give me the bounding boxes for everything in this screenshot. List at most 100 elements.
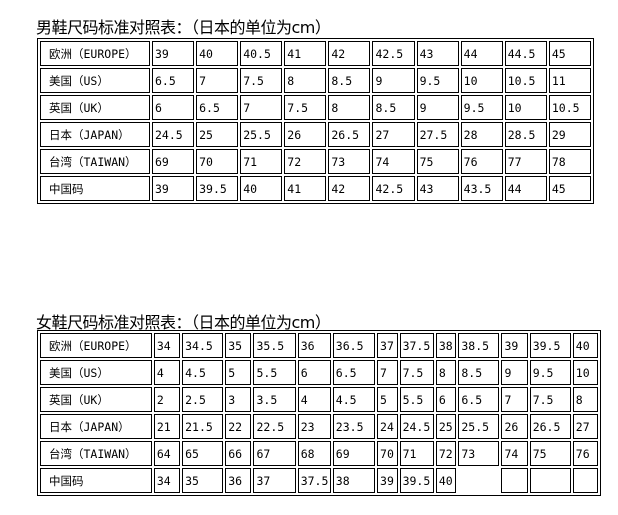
size-cell: 22.5 [253,414,296,439]
size-cell: 73 [328,149,371,174]
size-cell: 4 [297,387,331,412]
size-cell: 35.5 [253,333,296,358]
size-cell: 8 [328,95,371,120]
size-cell: 74 [501,441,528,466]
table-row: 中国码 39 39.5 40 41 42 42.5 43 43.5 44 45 [40,176,591,201]
size-cell: 43 [416,41,459,66]
size-cell: 7.5 [240,68,283,93]
size-cell: 25 [435,414,457,439]
size-cell: 72 [435,441,457,466]
size-cell: 24.5 [399,414,434,439]
size-cell: 35 [225,333,252,358]
size-cell: 36 [225,468,252,493]
size-cell: 74 [372,149,415,174]
size-cell: 7 [196,68,239,93]
size-cell: 6.5 [196,95,239,120]
size-cell: 8.5 [458,360,500,385]
size-cell: 39.5 [399,468,434,493]
size-cell: 44 [504,176,547,201]
size-cell: 40 [196,41,239,66]
size-cell: 44.5 [504,41,547,66]
size-cell: 24 [377,414,398,439]
row-label: 中国码 [40,468,152,493]
size-cell: 34 [153,333,181,358]
size-cell: 29 [548,122,591,147]
row-label: 美国（US） [40,360,152,385]
table-row: 英国（UK） 6 6.5 7 7.5 8 8.5 9 9.5 10 10.5 [40,95,591,120]
table-row: 英国（UK） 2 2.5 3 3.5 4 4.5 5 5.5 6 6.5 7 7.5 8 [40,387,598,412]
table-row: 台湾（TAIWAN） 69 70 71 72 73 74 75 76 77 78 [40,149,591,174]
size-cell: 9.5 [460,95,503,120]
size-cell: 7.5 [399,360,434,385]
size-cell: 4.5 [182,360,224,385]
size-cell: 4 [153,360,181,385]
size-cell: 6 [435,387,457,412]
size-cell [572,468,598,493]
size-cell: 41 [284,176,327,201]
size-cell: 42.5 [372,176,415,201]
size-cell: 10 [460,68,503,93]
row-label: 欧洲（EUROPE） [40,333,152,358]
row-label: 英国（UK） [40,95,150,120]
mens-size-table: 欧洲（EUROPE） 39 40 40.5 41 42 42.5 43 44 44.5 45 美国（U… [37,38,594,204]
size-cell: 71 [399,441,434,466]
womens-size-table: 欧洲（EUROPE） 34 34.5 35 35.5 36 36.5 37 37.5 38 38.5… [37,330,601,496]
size-cell: 25.5 [240,122,283,147]
size-cell: 28 [460,122,503,147]
size-cell: 9 [372,68,415,93]
row-label: 台湾（TAIWAN） [40,441,152,466]
size-cell: 7.5 [529,387,571,412]
table-row: 日本（JAPAN） 24.5 25 25.5 26 26.5 27 27.5 28 28.5 29 [40,122,591,147]
size-cell: 70 [377,441,398,466]
size-cell: 42.5 [372,41,415,66]
size-cell: 34.5 [182,333,224,358]
size-cell: 39 [152,41,195,66]
size-cell: 34 [153,468,181,493]
size-cell: 37 [253,468,296,493]
row-label: 英国（UK） [40,387,152,412]
size-cell: 40.5 [240,41,283,66]
row-label: 日本（JAPAN） [40,122,150,147]
size-cell [529,468,571,493]
size-cell: 8 [284,68,327,93]
mens-table-title: 男鞋尺码标准对照表：（日本的单位为cm） [36,18,331,37]
size-cell: 39.5 [196,176,239,201]
size-cell: 37 [377,333,398,358]
size-cell: 25.5 [458,414,500,439]
size-cell [501,468,528,493]
row-label: 美国（US） [40,68,150,93]
size-cell: 73 [458,441,500,466]
size-cell: 6.5 [332,360,376,385]
size-cell: 4.5 [332,387,376,412]
table-row: 欧洲（EUROPE） 39 40 40.5 41 42 42.5 43 44 44.5 45 [40,41,591,66]
size-cell: 35 [182,468,224,493]
size-cell: 77 [504,149,547,174]
size-cell: 2 [153,387,181,412]
size-cell: 39 [377,468,398,493]
size-cell: 36.5 [332,333,376,358]
size-cell [458,468,499,493]
size-cell: 75 [416,149,459,174]
size-cell: 3 [225,387,252,412]
size-cell: 38.5 [458,333,500,358]
size-cell: 38 [332,468,376,493]
size-cell: 21.5 [182,414,224,439]
table-row: 中国码 34 35 36 37 37.5 38 39 39.5 40 [40,468,598,493]
size-cell: 69 [332,441,376,466]
size-cell: 42 [328,41,371,66]
size-cell: 6 [297,360,331,385]
size-cell: 10.5 [548,95,591,120]
size-cell: 67 [253,441,296,466]
size-cell: 27.5 [416,122,459,147]
size-cell: 3.5 [253,387,296,412]
size-cell: 42 [328,176,371,201]
size-cell: 69 [152,149,195,174]
size-cell: 8.5 [328,68,371,93]
size-cell: 76 [460,149,503,174]
size-cell: 11 [548,68,591,93]
size-cell: 26.5 [328,122,371,147]
size-cell: 26 [501,414,528,439]
size-cell: 10.5 [504,68,547,93]
size-cell: 78 [548,149,591,174]
table-row: 台湾（TAIWAN） 64 65 66 67 68 69 70 71 72 73 74 75 76 [40,441,598,466]
